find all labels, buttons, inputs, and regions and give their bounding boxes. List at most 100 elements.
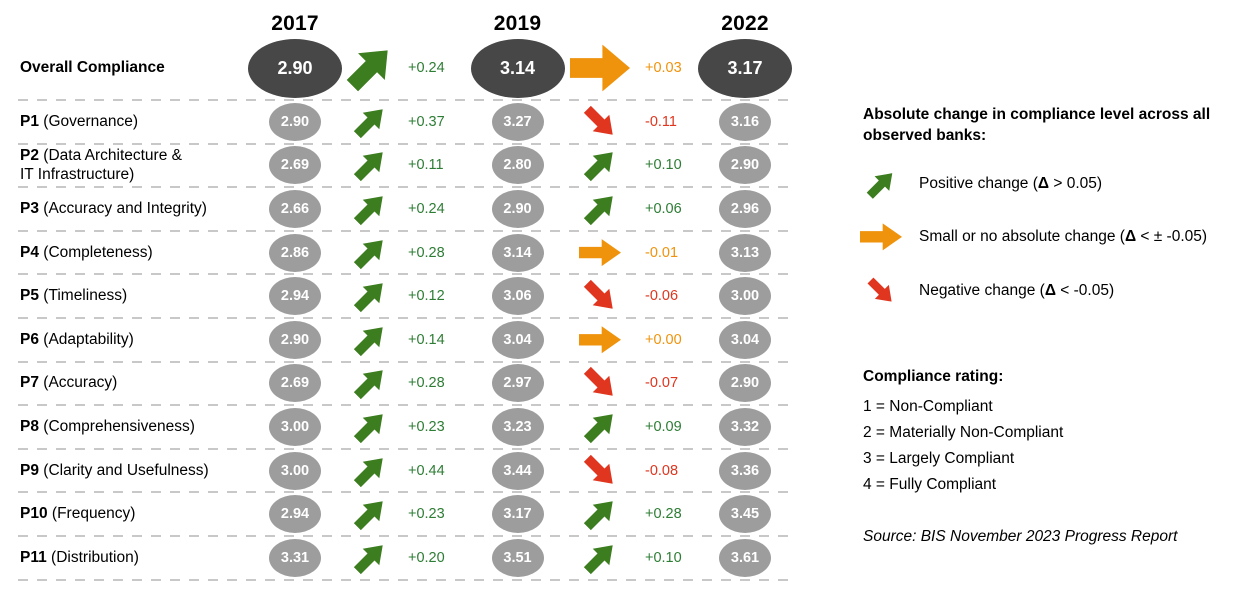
delta-2019-2022: -0.07	[645, 375, 679, 392]
score-2017: 3.31	[269, 538, 321, 577]
score-2022: 3.61	[719, 538, 771, 577]
delta-2019-2022: -0.06	[645, 288, 679, 305]
delta-2017-2019: +0.28	[408, 375, 445, 392]
score-2019: 3.23	[491, 407, 544, 446]
row-label: P1 (Governance)	[20, 112, 139, 130]
score-2022: 2.96	[719, 189, 771, 228]
score-2017: 2.90	[269, 320, 321, 359]
delta-2019-2022: -0.11	[645, 113, 677, 130]
principle-row: P2 (Data Architecture & IT Infrastructure…	[0, 144, 800, 188]
legend-item-positive: Positive change (Δ > 0.05)	[858, 173, 1230, 196]
year-header-row: 2017 2019 2022	[0, 0, 800, 36]
year-header-2022: 2022	[721, 12, 769, 35]
principle-rows: P1 (Governance) 2.90 +0.37 3.27 -0.11 3.…	[0, 100, 800, 581]
overall-delta-2017-2019: +0.24	[408, 60, 445, 76]
delta-2017-2019: +0.44	[408, 462, 445, 479]
down-arrow-icon	[578, 100, 622, 144]
overall-delta-2019-2022: +0.03	[645, 60, 682, 76]
flat-arrow-icon	[579, 239, 621, 267]
up-arrow-icon	[578, 187, 622, 231]
delta-2019-2022: +0.00	[645, 331, 682, 348]
down-arrow-icon	[863, 272, 900, 309]
row-label: P10 (Frequency)	[20, 505, 136, 523]
rating-heading: Compliance rating:	[863, 367, 1004, 385]
up-arrow-icon	[578, 536, 622, 580]
principle-row: P11 (Distribution) 3.31 +0.20 3.51 +0.10…	[0, 536, 800, 581]
score-2019: 2.80	[491, 146, 544, 185]
row-label-overall: Overall Compliance	[20, 59, 165, 77]
principle-row: P5 (Timeliness) 2.94 +0.12 3.06 -0.06 3.…	[0, 274, 800, 319]
principle-row: P9 (Clarity and Usefulness) 3.00 +0.44 3…	[0, 449, 800, 493]
legend-heading: Absolute change in compliance level acro…	[863, 106, 1211, 144]
row-label: P11 (Distribution)	[20, 548, 139, 566]
up-arrow-icon	[578, 492, 622, 536]
delta-2019-2022: -0.08	[645, 462, 679, 479]
delta-2019-2022: -0.01	[645, 244, 679, 261]
score-2022: 3.45	[719, 495, 771, 534]
delta-2019-2022: +0.10	[645, 157, 682, 174]
delta-2017-2019: +0.23	[408, 418, 445, 435]
principle-row: P7 (Accuracy) 2.69 +0.28 2.97 -0.07 2.90	[0, 362, 800, 406]
score-2019: 2.97	[491, 364, 544, 403]
score-2019: 3.17	[491, 495, 544, 534]
score-2019: 2.90	[491, 189, 544, 228]
legend-item-neutral: Small or no absolute change (Δ < ± -0.05…	[858, 222, 1230, 252]
score-2017: 3.00	[269, 451, 321, 490]
overall-compliance-row: Overall Compliance 2.90 +0.24 3.14 +0.03…	[0, 35, 800, 101]
down-arrow-icon	[578, 274, 622, 318]
up-arrow-icon	[348, 274, 392, 318]
score-2019: 3.06	[491, 277, 544, 316]
score-2017: 3.00	[269, 407, 321, 446]
down-arrow-icon	[578, 361, 622, 405]
up-arrow-icon	[348, 492, 392, 536]
row-label: P7 (Accuracy)	[20, 374, 118, 392]
year-header-2019: 2019	[493, 12, 542, 35]
compliance-table: 2017 2019 2022 Overall Compliance 2.90 +…	[0, 0, 800, 581]
score-2017: 2.94	[269, 277, 321, 316]
rating-item-3: 3 = Largely Compliant	[863, 449, 1015, 467]
up-arrow-icon	[348, 536, 392, 580]
up-arrow-icon	[337, 35, 402, 100]
up-arrow-icon	[348, 187, 392, 231]
source-note: Source: BIS November 2023 Progress Repor…	[863, 527, 1178, 545]
delta-2019-2022: +0.06	[645, 200, 682, 217]
score-2022: 3.00	[719, 277, 771, 316]
score-2022: 2.90	[719, 146, 771, 185]
row-label: P3 (Accuracy and Integrity)	[20, 200, 207, 218]
up-arrow-icon	[348, 449, 392, 493]
principle-row: P8 (Comprehensiveness) 3.00 +0.23 3.23 +…	[0, 405, 800, 450]
score-2017: 2.69	[269, 146, 321, 185]
score-2019: 3.51	[491, 538, 544, 577]
score-2022: 3.16	[719, 102, 771, 141]
score-2017: 2.94	[269, 495, 321, 534]
score-2019: 3.04	[491, 320, 544, 359]
principle-row: P10 (Frequency) 2.94 +0.23 3.17 +0.28 3.…	[0, 492, 800, 537]
down-arrow-icon	[578, 449, 622, 493]
row-label: P8 (Comprehensiveness)	[20, 418, 195, 436]
delta-2017-2019: +0.28	[408, 244, 445, 261]
delta-2019-2022: +0.28	[645, 506, 682, 523]
year-header-2017: 2017	[271, 12, 319, 35]
score-2022: 3.32	[719, 407, 771, 446]
score-2017: 2.86	[269, 233, 321, 272]
row-label: P6 (Adaptability)	[20, 330, 134, 348]
flat-arrow-icon	[860, 223, 902, 251]
up-arrow-icon	[348, 100, 392, 144]
score-2022: 3.13	[719, 233, 771, 272]
score-2022: 3.36	[719, 451, 771, 490]
rating-item-4: 4 = Fully Compliant	[863, 475, 997, 493]
legend-item-negative: Negative change (Δ < -0.05)	[858, 280, 1230, 302]
score-2017: 2.66	[269, 189, 321, 228]
delta-2017-2019: +0.24	[408, 200, 445, 217]
flat-arrow-icon	[579, 326, 621, 354]
score-2019: 3.14	[491, 233, 544, 272]
overall-score-2017: 2.90	[248, 38, 342, 98]
score-2022: 3.04	[719, 320, 771, 359]
principle-row: P4 (Completeness) 2.86 +0.28 3.14 -0.01 …	[0, 231, 800, 275]
principle-row: P1 (Governance) 2.90 +0.37 3.27 -0.11 3.…	[0, 100, 800, 145]
score-2019: 3.27	[491, 102, 544, 141]
up-arrow-icon	[578, 405, 622, 449]
delta-2017-2019: +0.37	[408, 113, 445, 130]
principle-row: P3 (Accuracy and Integrity) 2.66 +0.24 2…	[0, 187, 800, 232]
